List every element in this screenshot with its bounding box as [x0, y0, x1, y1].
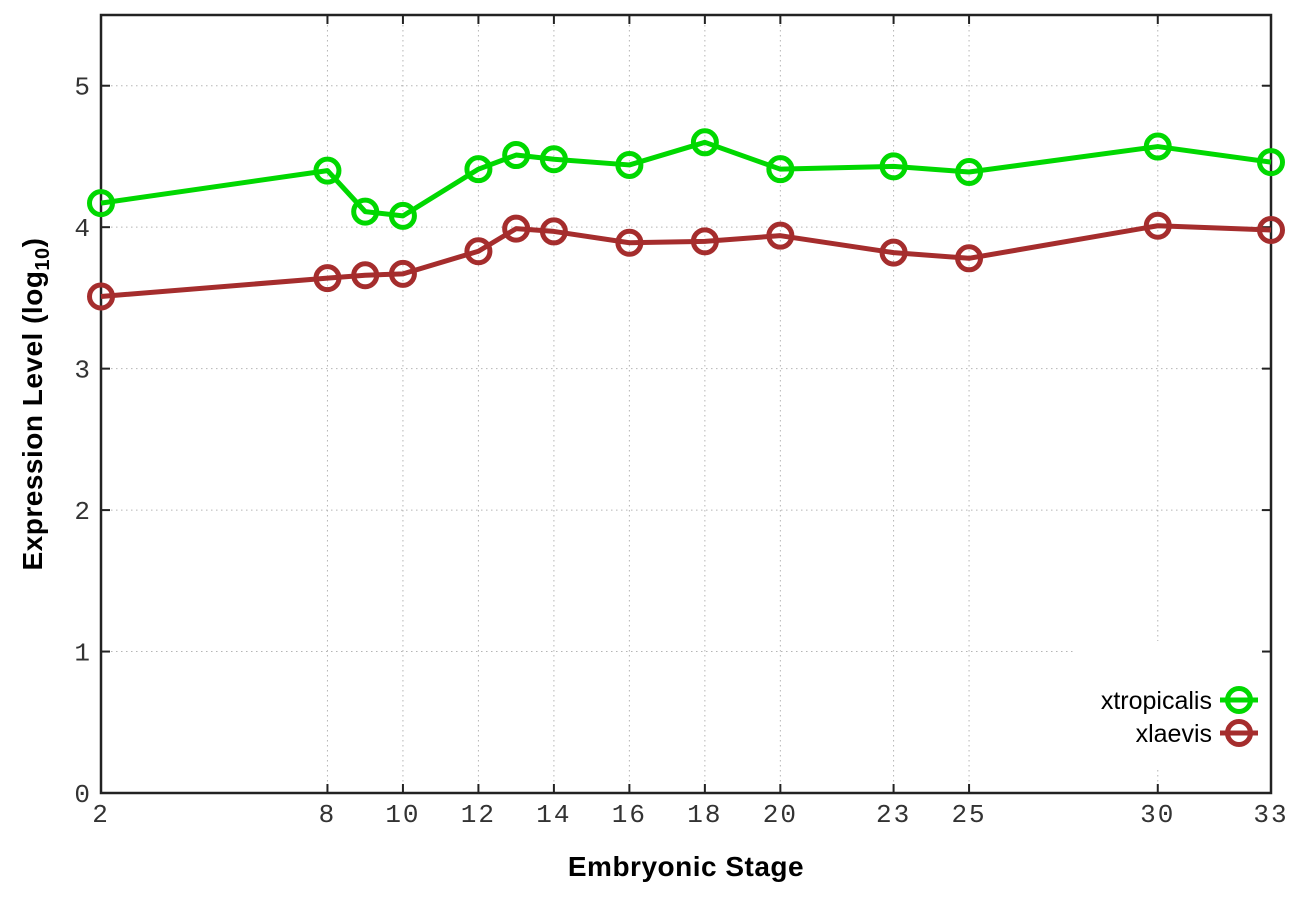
y-axis-title-close: ) — [17, 237, 49, 248]
y-tick-label: 4 — [74, 214, 90, 244]
legend-box — [1073, 641, 1290, 768]
legend-sample-marker-xtropicalis — [1225, 686, 1253, 714]
data-point-xtropicalis — [879, 152, 908, 181]
data-point-xtropicalis — [464, 155, 493, 184]
x-tick-label: 16 — [612, 800, 647, 830]
series-line-xlaevis — [100, 223, 1272, 299]
data-point-xlaevis — [539, 217, 568, 246]
data-point-xlaevis — [351, 261, 380, 290]
data-point-xtropicalis — [690, 128, 719, 157]
x-tick-label: 33 — [1253, 800, 1288, 830]
x-tick-label: 18 — [687, 800, 722, 830]
x-tick-label: 2 — [92, 800, 110, 830]
plot-border — [99, 13, 1273, 795]
data-point-xlaevis — [690, 227, 719, 256]
y-axis-title-text: Expression Level (log — [17, 270, 49, 571]
x-tick-label: 8 — [319, 800, 337, 830]
data-point-xlaevis — [879, 238, 908, 267]
y-tick-label: 1 — [74, 639, 90, 669]
data-point-xtropicalis — [313, 156, 342, 185]
data-point-xlaevis — [615, 228, 644, 257]
data-point-xlaevis — [1143, 211, 1172, 240]
x-tick-label: 12 — [461, 800, 496, 830]
y-tick-label: 2 — [74, 497, 90, 527]
y-tick-label: 3 — [74, 356, 90, 386]
data-point-xtropicalis — [766, 155, 795, 184]
data-point-xtropicalis — [539, 145, 568, 174]
data-point-xlaevis — [87, 282, 115, 311]
data-point-xlaevis — [313, 264, 342, 293]
data-point-xlaevis — [955, 244, 984, 273]
y-axis-title-subscript: 10 — [31, 247, 54, 271]
legend-label-xlaevis: xlaevis — [1136, 720, 1212, 748]
data-point-xtropicalis — [1143, 132, 1172, 161]
data-point-xtropicalis — [502, 141, 531, 170]
x-tick-label: 25 — [951, 800, 986, 830]
data-point-xlaevis — [502, 214, 531, 243]
y-axis-title: Expression Level (log10) — [17, 238, 55, 571]
data-point-xlaevis — [464, 237, 493, 266]
x-axis-title: Embryonic Stage — [567, 851, 805, 882]
legend-sample-marker-xlaevis — [1225, 719, 1253, 747]
data-point-xlaevis — [766, 221, 795, 250]
legend-label-xtropicalis: xtropicalis — [1101, 687, 1212, 715]
y-tick-label: 0 — [74, 780, 90, 810]
data-point-xtropicalis — [955, 158, 984, 187]
x-tick-label: 20 — [763, 800, 798, 830]
data-point-xtropicalis — [615, 150, 644, 179]
data-point-xtropicalis — [388, 201, 417, 230]
series-line-xtropicalis — [100, 139, 1272, 219]
data-point-xtropicalis — [87, 189, 115, 218]
data-point-xlaevis — [388, 259, 417, 288]
data-point-xtropicalis — [351, 197, 380, 226]
data-point-xlaevis — [1257, 216, 1285, 245]
x-tick-label: 10 — [385, 800, 420, 830]
x-tick-label: 23 — [876, 800, 911, 830]
y-tick-label: 5 — [74, 73, 90, 103]
x-tick-label: 30 — [1140, 800, 1175, 830]
data-point-xtropicalis — [1257, 148, 1285, 177]
x-tick-label: 14 — [536, 800, 571, 830]
